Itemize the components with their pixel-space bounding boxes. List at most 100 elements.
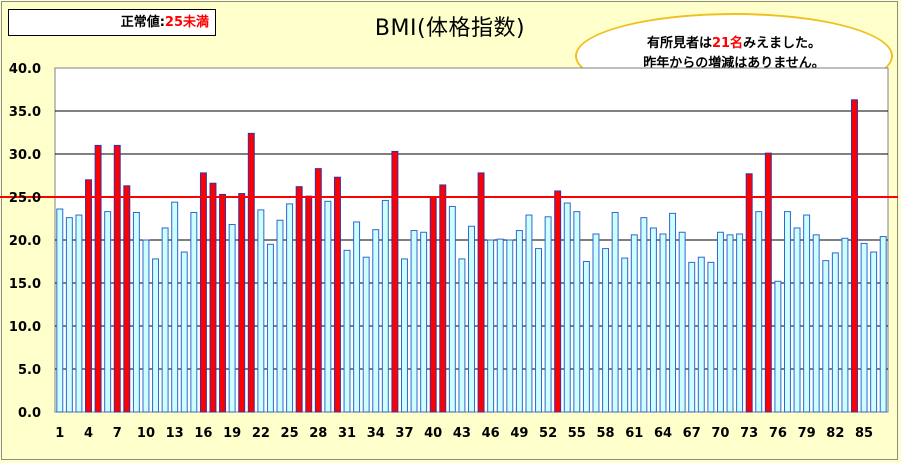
callout-count: 21名: [711, 36, 744, 51]
x-tick-label: 64: [654, 426, 672, 441]
bar-10: [142, 239, 150, 413]
bar-20: [238, 193, 246, 413]
x-tick-label: 70: [711, 426, 729, 441]
bar-9: [132, 211, 140, 413]
bar-74: [755, 211, 763, 413]
x-tick-label: 79: [798, 426, 816, 441]
bar-31: [343, 249, 351, 413]
bar-34: [372, 229, 380, 413]
x-tick-label: 19: [223, 426, 241, 441]
bar-2: [65, 217, 73, 413]
bar-76: [774, 280, 782, 413]
bar-49: [515, 230, 523, 413]
x-tick-label: 28: [309, 426, 327, 441]
x-tick-label: 73: [740, 426, 758, 441]
bar-11: [152, 258, 160, 413]
bar-68: [697, 256, 705, 413]
callout-prefix: 有所見者は: [646, 36, 712, 51]
bar-42: [448, 205, 456, 413]
bar-28: [314, 168, 322, 413]
bar-33: [362, 256, 370, 413]
bar-60: [621, 257, 629, 413]
x-tick-label: 61: [625, 426, 643, 441]
x-tick-label: 82: [826, 426, 844, 441]
bar-7: [113, 144, 121, 413]
bar-16: [199, 172, 207, 413]
bar-64: [659, 233, 667, 413]
bar-8: [123, 185, 131, 413]
callout-suffix: みえました。: [743, 36, 822, 51]
y-tick-label: 20.0: [9, 234, 41, 249]
bar-67: [688, 261, 696, 413]
x-tick-label: 34: [367, 426, 385, 441]
bar-17: [209, 182, 217, 413]
bar-69: [707, 261, 715, 413]
x-tick-label: 76: [769, 426, 787, 441]
x-tick-label: 37: [395, 426, 413, 441]
y-tick-label: 30.0: [9, 148, 41, 163]
bar-79: [803, 214, 811, 413]
bar-12: [161, 227, 169, 413]
bar-23: [266, 243, 274, 413]
x-axis: 1 4 7 10 13 16 19 22 25 28 31 34 37 40 43 46 49 52 55 58 61 6…: [55, 426, 873, 441]
bar-46: [487, 239, 495, 413]
bar-75: [764, 152, 772, 413]
bar-85: [860, 242, 868, 413]
x-tick-label: 52: [539, 426, 557, 441]
bar-53: [554, 190, 562, 413]
bar-3: [75, 214, 83, 413]
bar-36: [391, 150, 399, 413]
x-tick-label: 85: [855, 426, 873, 441]
chart-title: BMI(体格指数): [374, 16, 526, 41]
bar-29: [324, 200, 332, 413]
bar-84: [851, 99, 858, 413]
bar-32: [353, 221, 361, 413]
x-tick-label: 22: [252, 426, 270, 441]
bar-54: [563, 202, 571, 413]
x-tick-label: 49: [510, 426, 528, 441]
bar-83: [841, 237, 849, 413]
y-tick-label: 25.0: [9, 191, 41, 206]
callout-line-1: 有所見者は21名みえました。: [577, 34, 891, 54]
bar-80: [812, 234, 820, 413]
bar-61: [630, 234, 638, 413]
bar-5: [94, 144, 102, 413]
bar-22: [257, 209, 265, 413]
x-tick-label: 13: [166, 426, 184, 441]
bar-51: [535, 248, 542, 413]
bar-65: [669, 212, 677, 413]
bar-19: [228, 224, 236, 413]
x-tick-label: 16: [194, 426, 212, 441]
y-tick-label: 0.0: [18, 406, 41, 421]
y-axis: 0.0 5.0 10.0 15.0 20.0 25.0 30.0 35.0 40.0: [9, 62, 41, 421]
callout-line-2: 昨年からの増減はありません。: [643, 56, 825, 71]
normal-value-threshold: 25未満: [164, 15, 209, 30]
bar-24: [276, 219, 284, 413]
bar-86: [870, 251, 878, 413]
y-tick-label: 40.0: [9, 62, 41, 77]
bar-66: [678, 231, 686, 413]
bar-70: [716, 231, 724, 413]
y-tick-label: 15.0: [9, 277, 41, 292]
bar-35: [381, 199, 389, 413]
bar-56: [582, 261, 590, 413]
bar-52: [544, 216, 552, 413]
bar-81: [822, 260, 830, 413]
y-tick-label: 5.0: [18, 363, 41, 378]
bar-58: [602, 248, 610, 413]
bar-13: [171, 201, 179, 413]
bar-37: [401, 258, 408, 413]
bar-4: [85, 179, 92, 413]
y-tick-label: 35.0: [9, 105, 41, 120]
x-tick-label: 10: [137, 426, 155, 441]
x-tick-label: 25: [281, 426, 299, 441]
bar-39: [420, 231, 428, 413]
normal-value-prefix: 正常値:: [120, 15, 165, 30]
bar-82: [831, 252, 839, 413]
bar-25: [286, 203, 294, 413]
bar-77: [784, 211, 791, 413]
x-tick-label: 4: [84, 426, 93, 441]
x-tick-label: 1: [55, 426, 64, 441]
bar-87: [879, 236, 887, 413]
